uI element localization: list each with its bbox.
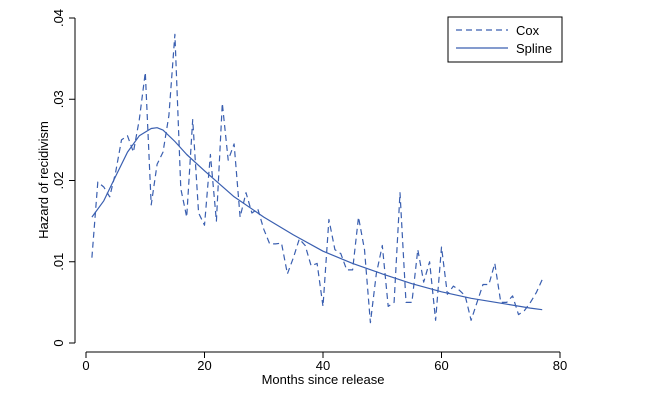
x-tick-label-3: 60 (434, 358, 448, 373)
x-tick-label-4: 80 (553, 358, 567, 373)
series-layer (91, 33, 543, 324)
y-tick-label-0: 0 (51, 339, 66, 346)
x-tick-label-2: 40 (316, 358, 330, 373)
y-tick-label-4: .04 (51, 9, 66, 27)
x-axis-label: Months since release (262, 372, 385, 387)
y-axis-label: Hazard of recidivism (36, 121, 51, 239)
series-spline-line (91, 127, 543, 311)
legend-box (447, 16, 563, 63)
legend: Cox Spline (447, 16, 563, 63)
y-tick-label-1: .01 (51, 253, 66, 271)
x-tick-label-1: 20 (197, 358, 211, 373)
series-cox-line (91, 33, 543, 324)
x-tick-label-0: 0 (82, 358, 89, 373)
legend-label-spline: Spline (516, 41, 552, 56)
y-axis-ticks: 0 .01 .02 .03 .04 (51, 9, 75, 347)
x-axis-ticks: 0 20 40 60 80 (82, 352, 567, 373)
y-tick-label-2: .02 (51, 171, 66, 189)
y-tick-label-3: .03 (51, 90, 66, 108)
legend-label-cox: Cox (516, 23, 540, 38)
